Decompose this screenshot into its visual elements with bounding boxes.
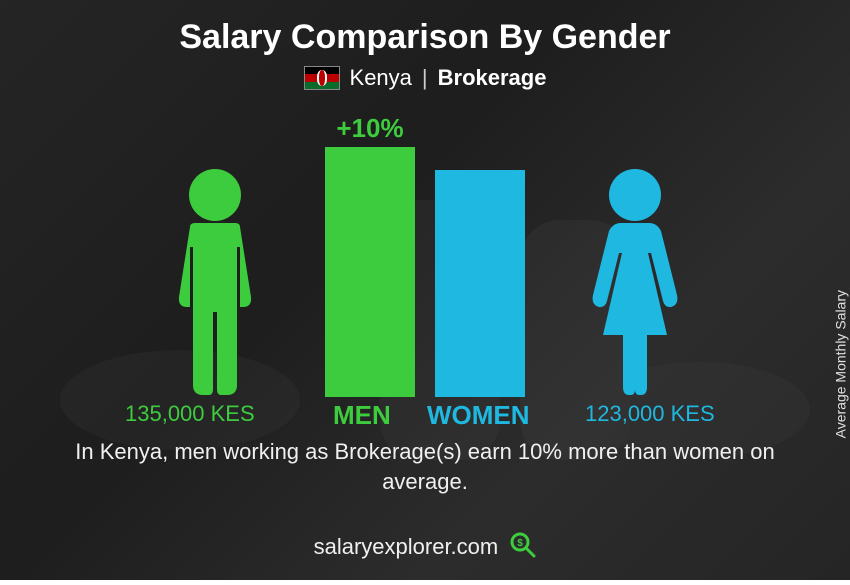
women-person-icon xyxy=(575,167,695,397)
subtitle-separator: | xyxy=(422,65,428,91)
women-bar xyxy=(435,170,525,397)
men-person-icon xyxy=(155,167,275,397)
subtitle-sector: Brokerage xyxy=(438,65,547,91)
kenya-flag-icon xyxy=(304,66,340,90)
y-axis-label: Average Monthly Salary xyxy=(832,290,848,438)
magnifier-dollar-icon: $ xyxy=(510,532,536,564)
men-gender-label: MEN xyxy=(333,400,391,431)
women-gender-label: WOMEN xyxy=(427,400,530,431)
men-salary-label: 135,000 KES xyxy=(125,401,255,427)
women-salary-label: 123,000 KES xyxy=(585,401,715,427)
subtitle-country: Kenya xyxy=(350,65,412,91)
svg-text:$: $ xyxy=(518,538,524,549)
men-bar: +10% xyxy=(325,147,415,397)
footer: salaryexplorer.com $ xyxy=(0,532,850,564)
subtitle-row: Kenya | Brokerage xyxy=(304,65,547,91)
page-title: Salary Comparison By Gender xyxy=(179,18,670,57)
chart-axis-labels: 135,000 KES MEN WOMEN 123,000 KES xyxy=(65,397,785,431)
infographic-content: Salary Comparison By Gender Kenya | Brok… xyxy=(0,0,850,580)
summary-text: In Kenya, men working as Brokerage(s) ea… xyxy=(65,437,785,496)
men-diff-label: +10% xyxy=(325,113,415,144)
chart-area: +10% 135,000 KES MEN WOMEN 123,000 KES xyxy=(65,101,785,431)
footer-text: salaryexplorer.com xyxy=(314,534,499,559)
